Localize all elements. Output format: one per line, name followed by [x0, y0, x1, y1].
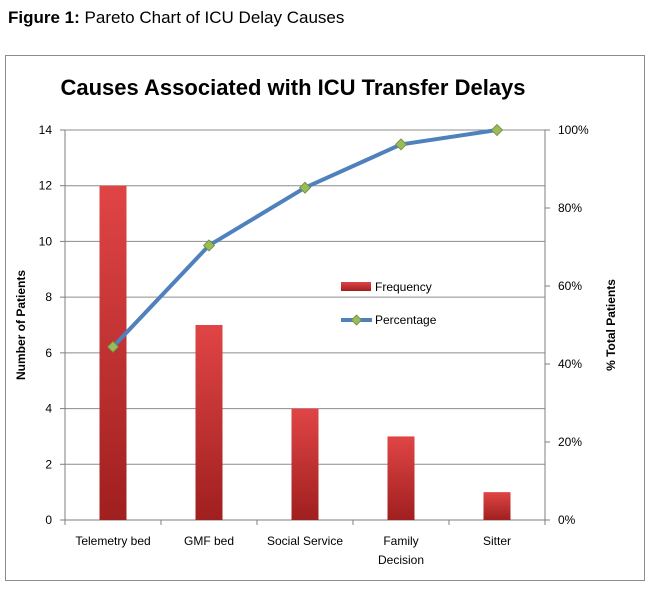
bar-sitter [483, 492, 511, 520]
percentage-point [202, 239, 216, 252]
percentage-point [490, 123, 504, 137]
legend-frequency-label: Frequency [375, 280, 432, 294]
x-tick-label: Family Decision [378, 534, 424, 567]
legend-frequency-swatch [341, 282, 371, 291]
y-tick-label: 14 [39, 123, 53, 137]
y-tick-label: 6 [45, 346, 52, 360]
legend-percentage-label: Percentage [375, 313, 437, 327]
figure-caption-text: Pareto Chart of ICU Delay Causes [84, 8, 345, 27]
y2-tick-label: 40% [558, 357, 582, 371]
y-axis-label: Number of Patients [14, 270, 28, 380]
y-tick-label: 2 [45, 457, 52, 471]
percentage-point [394, 138, 408, 151]
y-tick-label: 4 [45, 402, 52, 416]
percentage-point [106, 340, 120, 353]
y2-tick-label: 0% [558, 513, 576, 527]
bars [99, 185, 511, 520]
y-axis-ticks: 0 2 4 6 8 10 12 14 [39, 123, 53, 527]
percentage-point [298, 181, 312, 194]
figure-caption: Figure 1: Pareto Chart of ICU Delay Caus… [8, 8, 344, 28]
bar-social-service [291, 408, 319, 520]
bar-gmf-bed [195, 325, 223, 520]
x-tick-label: Telemetry bed [75, 534, 150, 548]
y-tick-label: 12 [39, 179, 53, 193]
chart-title: Causes Associated with ICU Transfer Dela… [60, 75, 525, 100]
y2-tick-label: 100% [558, 123, 589, 137]
y-tick-label: 0 [45, 513, 52, 527]
legend: Frequency Percentage [341, 280, 437, 327]
y2-axis-ticks: 0% 20% 40% 60% 80% 100% [558, 123, 589, 527]
y-tick-label: 8 [45, 290, 52, 304]
percentage-line [106, 123, 504, 353]
y2-tick-label: 60% [558, 279, 582, 293]
y2-tick-label: 80% [558, 201, 582, 215]
chart-frame [5, 55, 645, 581]
y-tick-label: 10 [39, 234, 53, 248]
x-tick-label: Sitter [483, 534, 511, 548]
y2-axis-label: % Total Patients [604, 279, 618, 371]
bar-family-decision [387, 436, 415, 520]
figure-label: Figure 1: [8, 8, 80, 27]
percentage-series-line [111, 128, 498, 349]
x-axis-ticks: Telemetry bed GMF bed Social Service Family… [75, 534, 511, 567]
x-tick-label: GMF bed [184, 534, 234, 548]
y2-tick-label: 20% [558, 435, 582, 449]
legend-percentage-marker [350, 314, 363, 326]
x-tick-label: Social Service [267, 534, 343, 548]
